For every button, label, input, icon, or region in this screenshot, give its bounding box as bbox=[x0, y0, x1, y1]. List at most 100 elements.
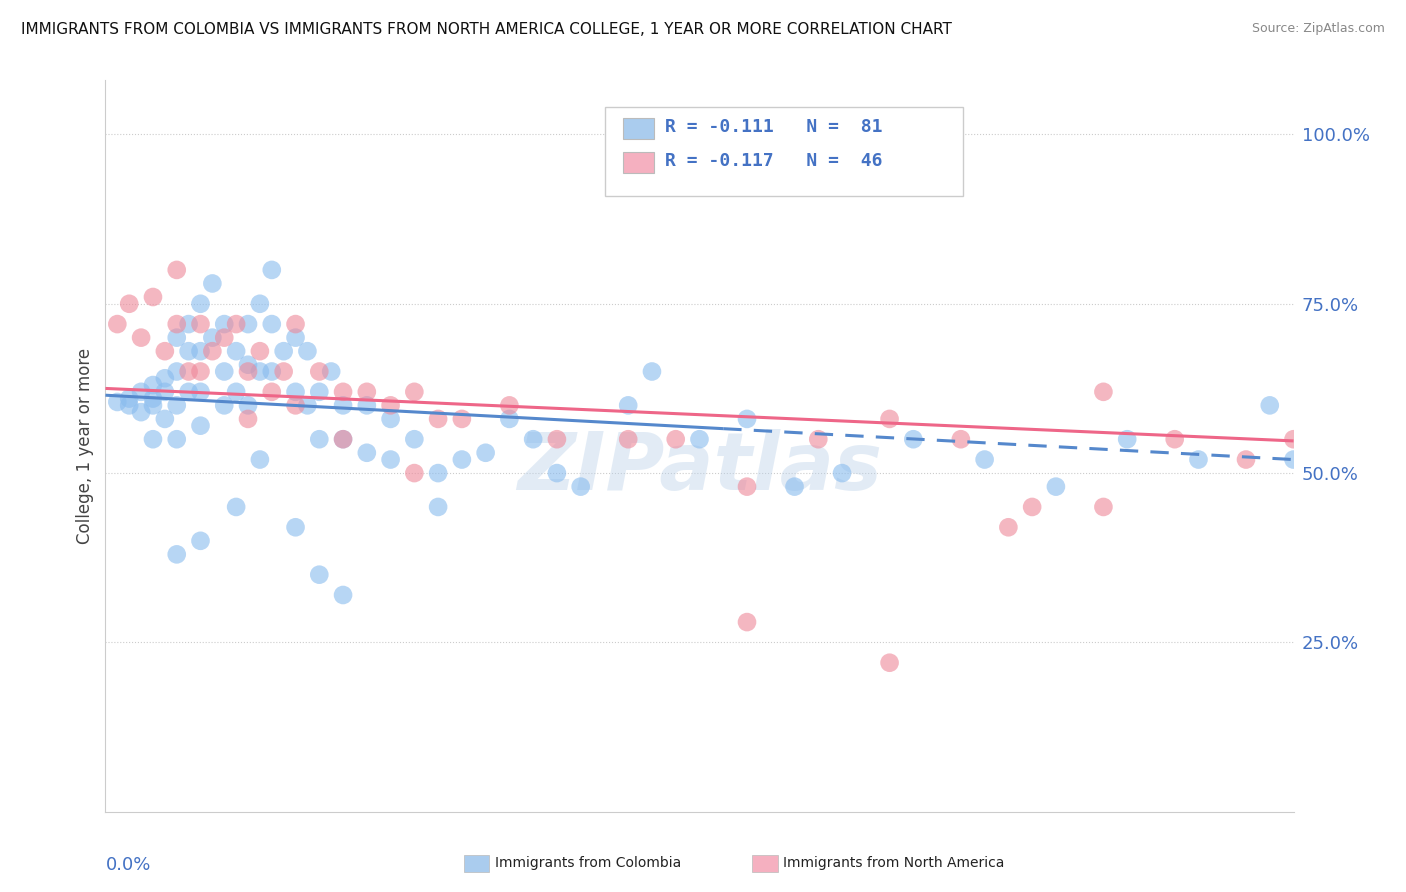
Point bbox=[1021, 500, 1043, 514]
Point bbox=[260, 384, 283, 399]
Point bbox=[190, 297, 212, 311]
Point bbox=[166, 331, 188, 345]
Point bbox=[118, 297, 141, 311]
Point bbox=[273, 344, 295, 359]
Point bbox=[783, 480, 806, 494]
Point bbox=[498, 412, 520, 426]
Point bbox=[166, 263, 188, 277]
Point bbox=[177, 364, 200, 378]
Point bbox=[617, 432, 640, 446]
Point bbox=[735, 412, 758, 426]
Point bbox=[450, 452, 472, 467]
Point bbox=[297, 344, 319, 359]
Point bbox=[997, 520, 1019, 534]
Point bbox=[190, 364, 212, 378]
Point bbox=[118, 392, 141, 406]
Point bbox=[105, 317, 128, 331]
Point bbox=[142, 290, 165, 304]
Point bbox=[308, 432, 330, 446]
Point bbox=[214, 331, 236, 345]
Point bbox=[201, 277, 224, 291]
Point bbox=[879, 656, 901, 670]
Point bbox=[735, 615, 758, 629]
Point bbox=[249, 297, 271, 311]
Point bbox=[973, 452, 995, 467]
Point bbox=[332, 588, 354, 602]
Point bbox=[260, 263, 283, 277]
Point bbox=[546, 432, 568, 446]
Point bbox=[735, 480, 758, 494]
Point bbox=[404, 466, 426, 480]
Point bbox=[949, 432, 972, 446]
Point bbox=[308, 364, 330, 378]
Point bbox=[236, 358, 259, 372]
Point bbox=[249, 452, 271, 467]
Point bbox=[284, 317, 307, 331]
Point bbox=[236, 364, 259, 378]
Point bbox=[166, 364, 188, 378]
Point bbox=[214, 317, 236, 331]
Point bbox=[225, 384, 247, 399]
Point bbox=[273, 364, 295, 378]
Point bbox=[166, 317, 188, 331]
Point bbox=[177, 344, 200, 359]
Text: R = -0.111   N =  81: R = -0.111 N = 81 bbox=[665, 118, 883, 136]
Point bbox=[201, 331, 224, 345]
Point bbox=[1234, 452, 1257, 467]
Point bbox=[190, 533, 212, 548]
Point bbox=[236, 398, 259, 412]
Text: R = -0.117   N =  46: R = -0.117 N = 46 bbox=[665, 152, 883, 169]
Point bbox=[190, 344, 212, 359]
Point bbox=[142, 398, 165, 412]
Point bbox=[214, 398, 236, 412]
Point bbox=[284, 520, 307, 534]
Point bbox=[1092, 500, 1115, 514]
Point bbox=[427, 500, 450, 514]
Point bbox=[297, 398, 319, 412]
Point bbox=[356, 384, 378, 399]
Point bbox=[380, 398, 402, 412]
Point bbox=[166, 398, 188, 412]
Point bbox=[332, 432, 354, 446]
Point bbox=[284, 384, 307, 399]
Point bbox=[1045, 480, 1067, 494]
Point bbox=[236, 317, 259, 331]
Point bbox=[225, 317, 247, 331]
Point bbox=[1282, 452, 1305, 467]
Point bbox=[569, 480, 592, 494]
Point bbox=[522, 432, 544, 446]
Point bbox=[260, 317, 283, 331]
Point bbox=[1282, 432, 1305, 446]
Point bbox=[308, 384, 330, 399]
Point bbox=[214, 364, 236, 378]
Point bbox=[105, 395, 128, 409]
Text: Immigrants from North America: Immigrants from North America bbox=[783, 856, 1004, 871]
Text: Immigrants from Colombia: Immigrants from Colombia bbox=[495, 856, 681, 871]
Point bbox=[190, 317, 212, 331]
Point bbox=[498, 398, 520, 412]
Point bbox=[380, 412, 402, 426]
Point bbox=[142, 432, 165, 446]
Point bbox=[1258, 398, 1281, 412]
Point bbox=[153, 384, 176, 399]
Point bbox=[153, 412, 176, 426]
Point bbox=[321, 364, 343, 378]
Point bbox=[129, 384, 152, 399]
Point bbox=[332, 384, 354, 399]
Point bbox=[308, 567, 330, 582]
Point bbox=[617, 398, 640, 412]
Point bbox=[641, 364, 664, 378]
Point bbox=[166, 547, 188, 561]
Text: Source: ZipAtlas.com: Source: ZipAtlas.com bbox=[1251, 22, 1385, 36]
Point bbox=[190, 418, 212, 433]
Point bbox=[166, 432, 188, 446]
Point bbox=[1187, 452, 1209, 467]
Point bbox=[142, 378, 165, 392]
Point bbox=[831, 466, 853, 480]
Point bbox=[284, 398, 307, 412]
Point bbox=[190, 384, 212, 399]
Point bbox=[903, 432, 925, 446]
Point bbox=[404, 432, 426, 446]
Point bbox=[807, 432, 830, 446]
Point bbox=[356, 446, 378, 460]
